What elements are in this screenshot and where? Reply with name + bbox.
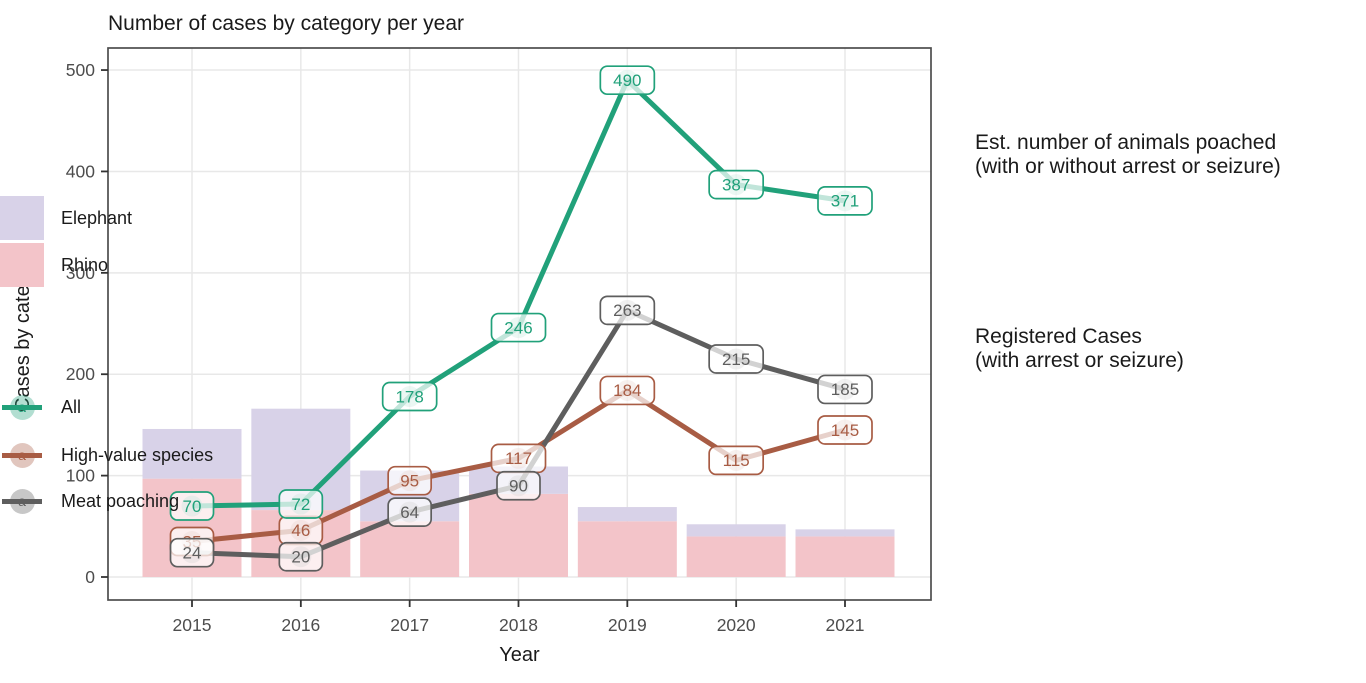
x-tick-label: 2021 [826,615,865,635]
y-tick-label: 100 [66,466,95,486]
y-tick-label: 200 [66,364,95,384]
value-label: 215 [722,350,750,369]
legend-item-elephant: Elephant [0,196,385,240]
rhino-swatch-icon [0,243,44,287]
value-label: 185 [831,380,859,399]
value-label: 90 [509,477,528,496]
legend-animals-title-line2: (with or without arrest or seizure) [975,155,1281,178]
bar-elephant-2015 [142,428,242,479]
bar-rhino-2021 [795,536,895,577]
plot-panel-border [107,47,932,601]
value-label: 178 [395,387,423,406]
legend-cases-title-line1: Registered Cases [975,325,1142,348]
x-tick-label: 2019 [608,615,647,635]
value-label-box [708,344,765,374]
value-label-box [817,185,873,216]
high-value-key-line [2,452,42,458]
bar-rhino-2020 [686,536,786,577]
value-label-box [817,415,873,445]
value-label-box [599,375,656,406]
bar-rhino-2019 [577,521,677,577]
high-value-line-key-icon: a [0,433,44,477]
value-label-box [708,445,765,476]
legend-item-all: a All [0,385,385,429]
x-axis-title: Year [499,644,540,666]
value-label-box [169,491,215,521]
value-label: 46 [291,521,310,540]
legend-item-high-value-label: High-value species [61,444,214,465]
bar-rhino-2017 [360,521,460,577]
value-label-box [381,381,438,412]
legend-item-rhino: Rhino [0,243,385,287]
value-label: 490 [613,71,641,90]
y-tick-label: 400 [66,161,95,181]
legend-registered-cases: Registered Cases (with arrest or seizure… [975,325,1360,373]
x-tick-label: 2018 [499,615,538,635]
value-label-box [387,465,433,496]
x-tick-label: 2016 [281,615,320,635]
value-label-box [599,65,656,96]
legend-cases-title: Registered Cases (with arrest or seizure… [975,325,1360,373]
legend-item-high-value: a High-value species [0,433,385,477]
high-value-key-circle: a [9,442,35,468]
value-label-box [817,374,873,405]
meat-poaching-key-circle: a [9,488,35,514]
value-label-box [387,497,433,527]
value-label: 145 [831,421,859,440]
chart-plot-svg: 3546951171841151452420649026321518570721… [66,47,932,635]
value-label: 371 [831,192,859,211]
value-label-box [278,489,324,519]
legend-item-meat-poaching: a Meat poaching [0,479,385,523]
meat-poaching-line-key-icon: a [0,479,44,523]
value-label: 95 [400,471,419,490]
x-tick-label: 2015 [173,615,212,635]
value-label-box [278,541,324,572]
legend-item-meat-poaching-label: Meat poaching [61,490,180,511]
value-label: 24 [183,543,202,562]
all-key-circle: a [9,394,35,420]
bar-elephant-2021 [795,529,895,537]
bar-rhino-2018 [468,493,568,577]
value-label: 387 [722,175,750,194]
meat-poaching-key-line [2,498,42,504]
legend-item-rhino-label: Rhino [61,254,109,275]
x-tick-label: 2020 [717,615,756,635]
legend-item-elephant-label: Elephant [61,207,133,228]
legend-animals-poached: Est. number of animals poached (with or … [975,131,1360,179]
value-label: 246 [504,318,532,337]
legend-cases-title-line2: (with arrest or seizure) [975,349,1184,372]
legend-animals-title: Est. number of animals poached (with or … [975,131,1360,179]
chart-title: Number of cases by category per year [108,12,464,35]
y-tick-label: 500 [66,60,95,80]
value-label: 115 [723,451,750,470]
value-label: 70 [183,497,202,516]
bar-elephant-2020 [686,524,786,537]
value-label: 72 [291,495,310,514]
value-label-box [599,295,656,326]
legend-animals-title-line1: Est. number of animals poached [975,131,1277,154]
elephant-swatch-icon [0,196,44,240]
value-label: 263 [613,301,641,320]
bar-elephant-2019 [577,507,677,522]
value-label: 64 [400,503,419,522]
value-label: 117 [505,449,532,468]
value-label-box [708,169,765,200]
value-label: 20 [291,548,310,567]
x-tick-label: 2017 [390,615,429,635]
y-tick-label: 0 [85,567,95,587]
all-line-key-icon: a [0,385,44,429]
legend-item-all-label: All [61,396,82,417]
value-label-box [169,537,215,568]
value-label-box [490,312,547,343]
all-key-line [2,404,42,410]
value-label: 184 [613,381,641,400]
y-tick-label: 300 [66,263,95,283]
value-label-box [496,470,541,501]
